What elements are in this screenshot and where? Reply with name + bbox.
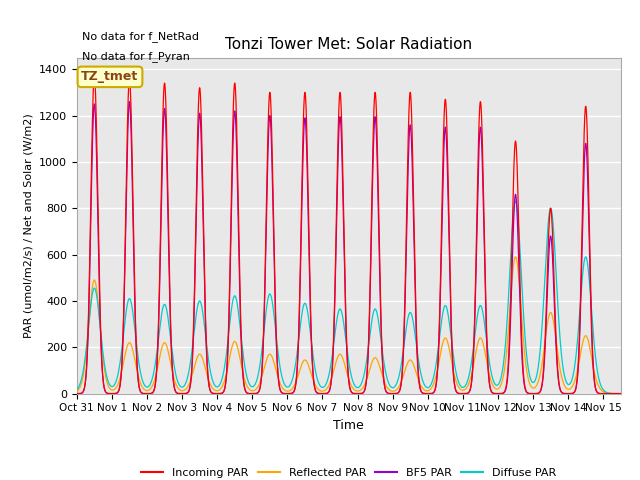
Text: TZ_tmet: TZ_tmet xyxy=(81,71,139,84)
Y-axis label: PAR (umol/m2/s) / Net and Solar (W/m2): PAR (umol/m2/s) / Net and Solar (W/m2) xyxy=(24,113,33,338)
Title: Tonzi Tower Met: Solar Radiation: Tonzi Tower Met: Solar Radiation xyxy=(225,37,472,52)
Text: No data for f_Pyran: No data for f_Pyran xyxy=(82,51,190,62)
Legend: Incoming PAR, Reflected PAR, BF5 PAR, Diffuse PAR: Incoming PAR, Reflected PAR, BF5 PAR, Di… xyxy=(137,463,561,480)
Text: No data for f_NetRad: No data for f_NetRad xyxy=(82,31,199,42)
X-axis label: Time: Time xyxy=(333,419,364,432)
